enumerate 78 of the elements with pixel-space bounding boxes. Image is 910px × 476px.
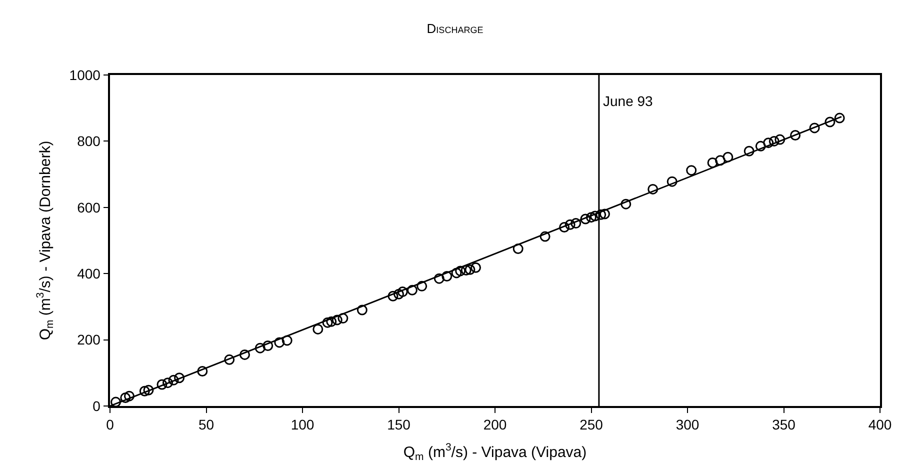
point <box>451 268 462 278</box>
point <box>312 324 324 334</box>
point <box>282 335 292 346</box>
y-tick-label: 400 <box>77 266 101 282</box>
point <box>763 138 774 148</box>
point <box>322 317 333 328</box>
point <box>512 244 524 254</box>
x-tick-label: 100 <box>290 416 314 433</box>
point <box>143 384 154 396</box>
point <box>156 379 168 390</box>
x-axis-title: Q$_{m}$ (m$^{3}$/s) - Vipava (Vipava) <box>403 442 587 464</box>
point <box>110 396 122 406</box>
point <box>197 366 208 376</box>
point <box>455 266 466 276</box>
point <box>326 316 337 327</box>
y-tick-label: 800 <box>77 133 101 150</box>
point <box>406 284 418 296</box>
point <box>174 372 185 384</box>
point <box>586 212 596 223</box>
x-tick-label: 300 <box>676 416 700 433</box>
x-tick-label: 250 <box>580 416 604 433</box>
point <box>620 198 632 210</box>
x-tick-label: 150 <box>387 416 411 433</box>
point <box>744 146 754 156</box>
point <box>686 165 697 176</box>
point <box>338 313 348 324</box>
point <box>240 349 250 360</box>
point <box>460 265 472 276</box>
point <box>790 130 801 140</box>
point <box>120 392 131 403</box>
point <box>564 219 576 230</box>
point <box>168 374 179 386</box>
point <box>262 340 274 352</box>
point <box>442 271 452 282</box>
x-tick-label: 400 <box>868 416 892 433</box>
point <box>162 378 173 388</box>
point <box>599 208 610 220</box>
point <box>707 157 718 168</box>
chart-title: Discharge <box>426 20 484 36</box>
point <box>809 122 820 134</box>
x-tick-label: 50 <box>198 416 214 433</box>
point <box>394 288 404 300</box>
point <box>580 214 591 224</box>
point <box>590 210 600 222</box>
point <box>464 264 476 275</box>
point <box>596 209 606 220</box>
point <box>834 112 845 124</box>
point <box>224 354 235 365</box>
point <box>768 136 780 146</box>
point <box>722 152 734 162</box>
point <box>540 231 550 242</box>
point <box>397 286 408 298</box>
point <box>254 342 266 354</box>
point <box>416 280 428 292</box>
point <box>434 273 444 284</box>
point <box>774 134 786 145</box>
point <box>570 218 582 229</box>
x-tick-label: 0 <box>106 416 114 433</box>
y-tick-label: 200 <box>77 332 101 348</box>
point <box>274 337 285 348</box>
point <box>470 262 481 273</box>
point <box>139 386 150 396</box>
point <box>714 155 726 166</box>
point <box>755 140 766 152</box>
point <box>332 314 342 326</box>
x-tick-label: 350 <box>772 416 796 433</box>
x-tick-label: 200 <box>483 416 507 433</box>
y-tick-label: 0 <box>92 398 101 414</box>
point <box>666 176 678 187</box>
point <box>824 116 836 128</box>
point <box>124 390 134 402</box>
point <box>648 184 658 194</box>
ref-line-label: June 93 <box>603 93 654 109</box>
point <box>388 290 398 302</box>
point <box>356 304 368 316</box>
y-tick-label: 1000 <box>69 66 101 83</box>
point <box>559 222 570 233</box>
y-tick-label: 600 <box>77 199 101 216</box>
